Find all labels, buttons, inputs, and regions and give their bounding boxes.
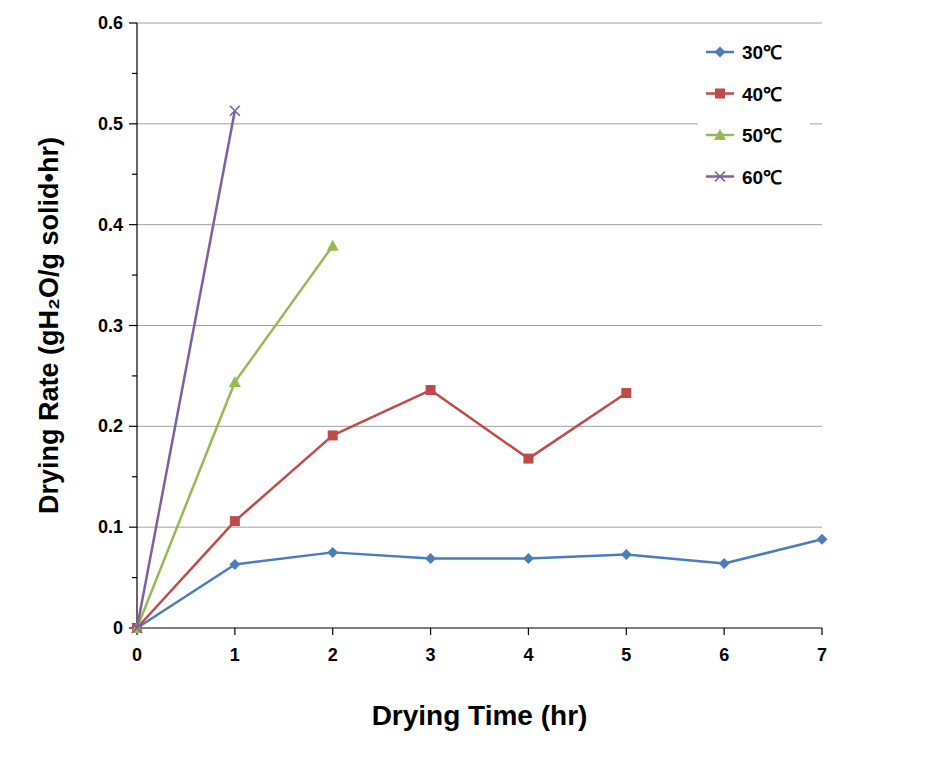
point	[132, 623, 142, 633]
y-tick-label: 0.6	[98, 13, 123, 33]
point	[425, 553, 436, 564]
x-tick-label: 3	[426, 645, 436, 665]
y-tick	[129, 527, 137, 528]
x-tick-label: 5	[621, 645, 631, 665]
y-tick	[129, 325, 137, 326]
point	[426, 385, 436, 395]
grid-line	[137, 325, 822, 326]
series-line	[137, 111, 235, 628]
legend-label: 40℃	[742, 84, 782, 105]
y-tick	[129, 426, 137, 427]
x-tick	[528, 628, 529, 635]
y-tick-label: 0.2	[98, 416, 123, 436]
point	[621, 549, 632, 560]
point	[230, 516, 240, 526]
y-tick	[129, 22, 137, 23]
point	[327, 240, 339, 251]
legend-label: 60℃	[742, 167, 782, 188]
y-minor-tick	[132, 274, 137, 275]
x-tick	[821, 628, 822, 635]
point	[523, 553, 534, 564]
y-tick	[129, 123, 137, 124]
x-axis-label: Drying Time (hr)	[372, 700, 588, 731]
y-tick-label: 0.1	[98, 517, 123, 537]
point	[523, 454, 533, 464]
x-tick-label: 6	[719, 645, 729, 665]
x-axis	[137, 627, 822, 628]
legend-label: 30℃	[742, 42, 782, 63]
grid-line	[137, 224, 822, 225]
point	[817, 534, 828, 545]
x-tick	[332, 628, 333, 635]
point	[229, 376, 241, 387]
x-tick-label: 7	[817, 645, 827, 665]
x-tick	[626, 628, 627, 635]
point	[328, 430, 338, 440]
point	[230, 106, 240, 116]
legend-marker	[715, 172, 725, 182]
chart: 0 0.1 0.2 0.3 0.4 0.5 0.6 0 1 2 3 4 5 6 7 Drying Time (…	[0, 0, 946, 757]
legend: 30℃ 40℃ 50℃ 60℃	[698, 30, 810, 204]
grid-line	[137, 426, 822, 427]
y-axis-label: Drying Rate (gH₂O/g solid•hr)	[34, 137, 64, 514]
x-tick-label: 4	[523, 645, 533, 665]
legend-label: 50℃	[742, 125, 782, 146]
y-tick-label: 0.5	[98, 114, 123, 134]
y-tick-label: 0.3	[98, 316, 123, 336]
point	[327, 547, 338, 558]
point	[621, 388, 631, 398]
y-tick-label: 0.4	[98, 215, 123, 235]
x-tick-label: 2	[328, 645, 338, 665]
x-tick	[430, 628, 431, 635]
y-minor-tick	[132, 476, 137, 477]
x-tick	[234, 628, 235, 635]
series-line	[137, 539, 822, 628]
series-line	[137, 246, 333, 628]
x-tick-label: 1	[230, 645, 240, 665]
grid-line	[137, 23, 822, 24]
legend-marker	[715, 47, 726, 58]
y-minor-tick	[132, 577, 137, 578]
y-minor-tick	[132, 73, 137, 74]
y-minor-tick	[132, 174, 137, 175]
point	[719, 558, 730, 569]
legend-marker	[714, 129, 726, 140]
x-tick	[724, 628, 725, 635]
legend-marker	[715, 89, 725, 99]
y-tick	[129, 224, 137, 225]
point	[229, 559, 240, 570]
y-tick-label: 0	[113, 618, 123, 638]
series-line	[137, 390, 626, 628]
legend-box	[698, 30, 810, 204]
grid-line	[137, 527, 822, 528]
y-minor-tick	[132, 375, 137, 376]
x-tick-label: 0	[132, 645, 142, 665]
